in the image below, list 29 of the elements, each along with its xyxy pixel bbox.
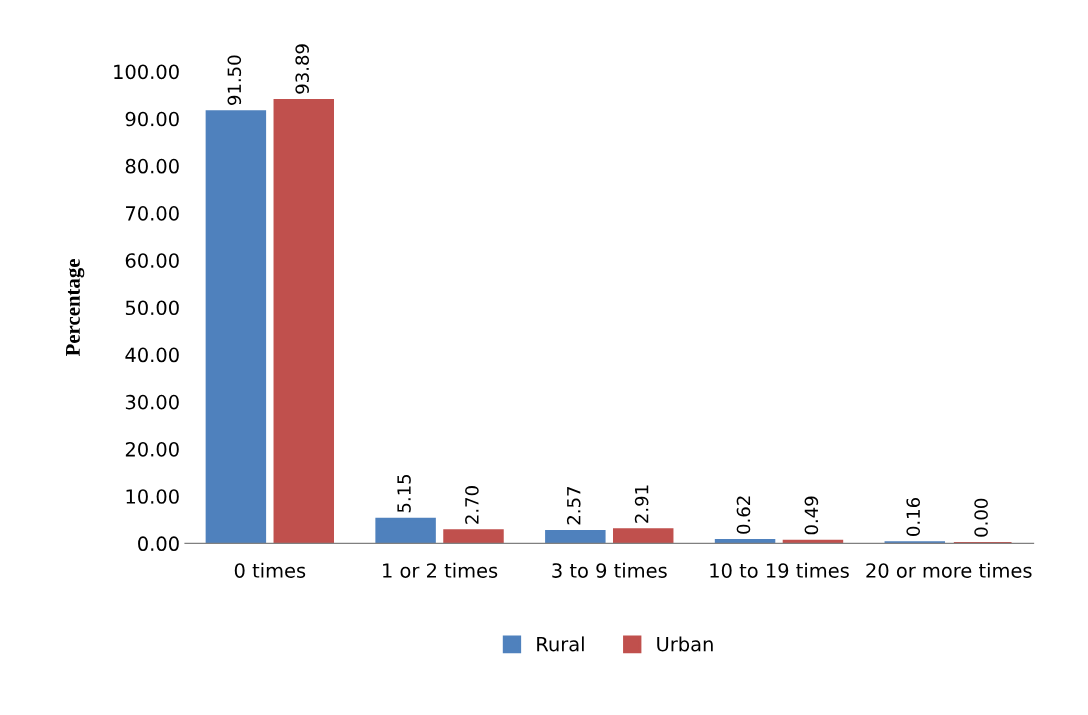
y-tick-label: 0.00 <box>138 536 179 552</box>
y-tick-label: 90.00 <box>125 111 179 127</box>
data-label: 0.49 <box>804 496 819 535</box>
data-label: 91.50 <box>227 55 242 105</box>
data-label: 0.16 <box>906 498 921 536</box>
data-label: 2.70 <box>465 486 479 524</box>
data-label: 5.15 <box>397 474 411 513</box>
y-tick-label: 30.00 <box>125 394 179 410</box>
y-tick-label: 60.00 <box>125 253 179 268</box>
data-label: 0.00 <box>974 498 988 537</box>
y-tick-label: 70.00 <box>126 206 179 221</box>
x-tick-label: 3 to 9 times <box>552 562 667 578</box>
data-label: 2.91 <box>634 485 649 523</box>
y-tick-label: 100.00 <box>114 64 179 80</box>
y-tick-label: 40.00 <box>125 347 179 363</box>
x-tick-label: 10 to 19 times <box>710 562 849 578</box>
y-tick-label: 10.00 <box>126 489 179 504</box>
legend-label: Urban <box>657 636 713 652</box>
data-label: 2.57 <box>566 487 581 525</box>
data-label: 0.62 <box>736 496 751 534</box>
data-label: 93.89 <box>295 44 310 94</box>
y-axis-title: Percentage <box>66 259 85 357</box>
y-tick-label: 50.00 <box>125 300 179 316</box>
y-tick-label: 20.00 <box>125 441 179 457</box>
y-tick-label: 80.00 <box>125 158 179 174</box>
x-tick-label: 0 times <box>234 562 306 578</box>
legend-label: Rural <box>537 636 584 652</box>
x-tick-label: 1 or 2 times <box>383 562 498 578</box>
x-tick-label: 20 or more times <box>866 562 1032 578</box>
